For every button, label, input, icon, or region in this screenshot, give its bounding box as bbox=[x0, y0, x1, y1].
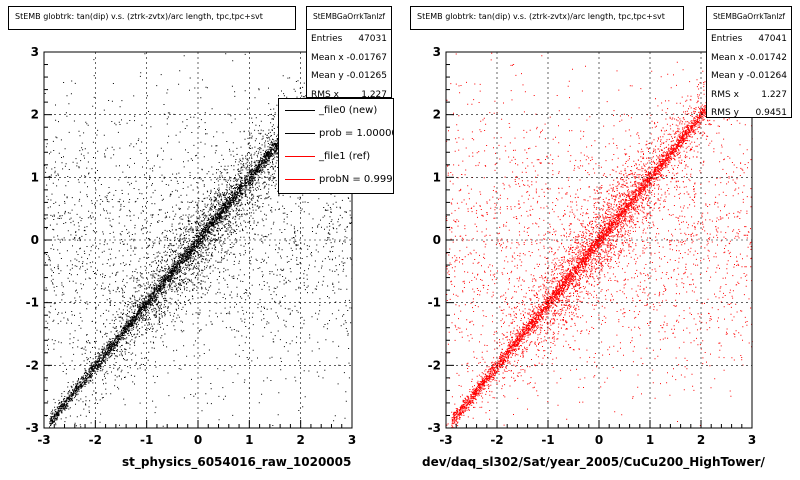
left-y-tick-label: 3 bbox=[31, 45, 39, 59]
legend-label-file0: _file0 (new) bbox=[319, 105, 378, 116]
right-y-tick-label: 1 bbox=[433, 170, 441, 184]
right-x-tick-label: -2 bbox=[490, 433, 503, 447]
right-stats-rms-y-label: RMS y bbox=[711, 108, 739, 118]
legend-line-prob bbox=[285, 133, 315, 134]
left-stats-mean-y-label: Mean y bbox=[311, 71, 344, 81]
right-stats-rms-x-label: RMS x bbox=[711, 89, 739, 100]
legend-label-probn: probN = 0.99965 bbox=[319, 174, 393, 185]
right-stats-box: StEMBGaOrrkTanIzf Entries 47041 Mean x -… bbox=[706, 6, 792, 118]
right-x-axis-title: dev/daq_sl302/Sat/year_2005/CuCu200_High… bbox=[422, 455, 765, 469]
right-chart-pad: -3 -2 -1 0 1 2 3 -3 -2 -1 0 1 2 3 StEMB globtrk: tan(… bbox=[400, 0, 800, 480]
left-stats-mean-x-label: Mean x bbox=[311, 52, 344, 63]
left-x-tick-label: -1 bbox=[140, 433, 153, 447]
left-stats-mean-y: Mean y -0.01265 bbox=[307, 67, 391, 86]
right-x-tick-label: 2 bbox=[697, 433, 705, 447]
right-y-tick-label: -3 bbox=[428, 421, 441, 435]
left-stats-rms-x-value: 1.227 bbox=[361, 89, 387, 100]
right-stats-rms-y-value: 0.9451 bbox=[755, 108, 788, 118]
left-y-tick-label: -2 bbox=[26, 358, 39, 372]
legend-box: _file0 (new) prob = 1.000000 _file1 (ref… bbox=[278, 98, 394, 194]
left-y-tick-label: 0 bbox=[31, 233, 39, 247]
right-chart-title: StEMB globtrk: tan(dip) v.s. (ztrk-zvtx)… bbox=[410, 6, 684, 30]
right-scatter-points bbox=[446, 52, 753, 429]
right-scatter-markers bbox=[446, 52, 753, 429]
left-stats-rms-x-label: RMS x bbox=[311, 89, 339, 100]
left-scatter-markers bbox=[44, 53, 353, 428]
left-stats-header: StEMBGaOrrkTanIzf bbox=[307, 7, 391, 30]
right-stats-mean-y-value: -0.01264 bbox=[746, 71, 787, 81]
left-chart-svg: -3 -2 -1 0 1 2 3 -3 -2 -1 0 1 2 3 bbox=[26, 45, 357, 447]
left-stats-entries-value: 47031 bbox=[358, 34, 387, 44]
right-stats-rms-y: RMS y 0.9451 bbox=[707, 104, 791, 123]
right-stats-rms-x-value: 1.227 bbox=[761, 89, 787, 100]
right-x-tick-label: -3 bbox=[439, 433, 452, 447]
left-x-tick-label: -2 bbox=[89, 433, 102, 447]
left-stats-rms-x: RMS x 1.227 bbox=[307, 86, 391, 105]
left-x-tick-label: 0 bbox=[194, 433, 202, 447]
left-y-tick-label: -3 bbox=[26, 421, 39, 435]
right-x-tick-label: 0 bbox=[595, 433, 603, 447]
right-stats-mean-y: Mean y -0.01264 bbox=[707, 67, 791, 86]
right-stats-header: StEMBGaOrrkTanIzf bbox=[707, 7, 791, 30]
right-y-tick-label: 2 bbox=[433, 108, 441, 122]
right-stats-mean-x-value: -0.01742 bbox=[746, 52, 787, 63]
left-x-axis-title: st_physics_6054016_raw_1020005 bbox=[122, 455, 352, 469]
left-x-tick-label: 1 bbox=[245, 433, 253, 447]
right-y-tick-label: -1 bbox=[428, 296, 441, 310]
left-axis-ticks: -3 -2 -1 0 1 2 3 -3 -2 -1 0 1 2 3 bbox=[26, 45, 357, 447]
left-y-tick-label: 1 bbox=[31, 170, 39, 184]
left-stats-entries-label: Entries bbox=[311, 34, 343, 44]
right-y-tick-label: 3 bbox=[433, 45, 441, 59]
legend-line-probn bbox=[285, 179, 315, 180]
right-stats-rms-x: RMS x 1.227 bbox=[707, 86, 791, 105]
right-x-tick-label: 3 bbox=[748, 433, 756, 447]
right-stats-mean-y-label: Mean y bbox=[711, 71, 744, 81]
left-stats-entries: Entries 47031 bbox=[307, 30, 391, 49]
right-grid bbox=[446, 52, 752, 428]
right-y-tick-label: 0 bbox=[433, 233, 441, 247]
left-chart-pad: -3 -2 -1 0 1 2 3 -3 -2 -1 0 1 2 3 StEMB globtrk: tan(… bbox=[8, 6, 394, 469]
left-stats-mean-y-value: -0.01265 bbox=[346, 71, 387, 81]
legend-entry-file1: _file1 (ref) bbox=[279, 145, 393, 168]
legend-entry-probn: probN = 0.99965 bbox=[279, 168, 393, 191]
left-y-tick-label: -1 bbox=[26, 296, 39, 310]
right-x-tick-label: 1 bbox=[646, 433, 654, 447]
right-y-tick-label: -2 bbox=[428, 358, 441, 372]
left-x-tick-label: 2 bbox=[296, 433, 304, 447]
right-stats-mean-x: Mean x -0.01742 bbox=[707, 49, 791, 68]
right-axis-ticks: -3 -2 -1 0 1 2 3 -3 -2 -1 0 1 2 3 bbox=[428, 45, 757, 447]
right-stats-entries-label: Entries bbox=[711, 34, 743, 44]
right-x-tick-label: -1 bbox=[541, 433, 554, 447]
left-x-tick-label: 3 bbox=[348, 433, 356, 447]
legend-label-file1: _file1 (ref) bbox=[319, 151, 371, 162]
left-x-tick-label: -3 bbox=[37, 433, 50, 447]
left-stats-mean-x-value: -0.01767 bbox=[346, 52, 387, 63]
legend-entry-file0: _file0 (new) bbox=[279, 99, 393, 122]
legend-line-file1 bbox=[285, 156, 315, 157]
right-chart-svg: -3 -2 -1 0 1 2 3 -3 -2 -1 0 1 2 3 bbox=[428, 45, 757, 447]
legend-line-file0 bbox=[285, 110, 315, 111]
legend-entry-prob: prob = 1.000000 bbox=[279, 122, 393, 145]
right-stats-entries: Entries 47041 bbox=[707, 30, 791, 49]
left-chart-title: StEMB globtrk: tan(dip) v.s. (ztrk-zvtx)… bbox=[8, 6, 296, 30]
left-stats-box: StEMBGaOrrkTanIzf Entries 47031 Mean x -… bbox=[306, 6, 392, 100]
left-scatter-points bbox=[44, 53, 353, 428]
left-stats-mean-x: Mean x -0.01767 bbox=[307, 49, 391, 68]
right-stats-mean-x-label: Mean x bbox=[711, 52, 744, 63]
left-y-tick-label: 2 bbox=[31, 108, 39, 122]
legend-label-prob: prob = 1.000000 bbox=[319, 128, 393, 139]
right-stats-entries-value: 47041 bbox=[758, 34, 787, 44]
